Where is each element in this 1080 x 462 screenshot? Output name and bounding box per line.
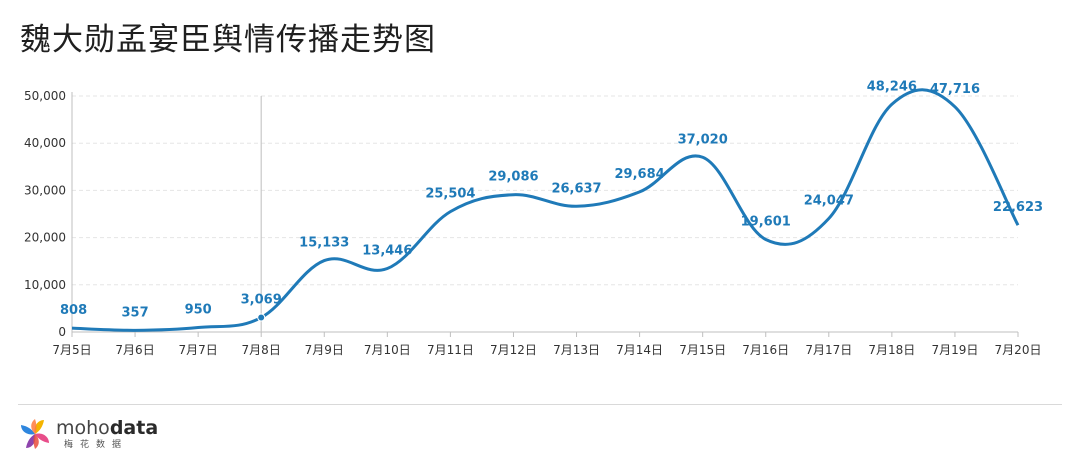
data-label: 48,246 (867, 79, 917, 94)
chart-title: 魏大勋孟宴臣舆情传播走势图 (20, 22, 436, 58)
data-label: 47,716 (930, 82, 980, 97)
x-tick-label: 7月12日 (490, 343, 537, 357)
data-label: 357 (121, 305, 148, 320)
x-tick-label: 7月10日 (364, 343, 411, 357)
footer-divider (18, 404, 1062, 405)
data-labels: 808 357 950 3,069 15,133 13,446 25,504 29,086 26… (60, 79, 1043, 320)
data-point-marker (257, 313, 266, 322)
x-tick-label: 7月6日 (115, 343, 154, 357)
x-tick-label: 7月11日 (427, 343, 474, 357)
x-tick-label: 7月8日 (242, 343, 281, 357)
x-tick-label: 7月13日 (553, 343, 600, 357)
data-label: 37,020 (678, 132, 728, 147)
grid-lines (72, 95, 1018, 286)
y-tick-label: 30,000 (24, 183, 66, 197)
mohodata-logo: mohodata 梅花数据 (18, 416, 158, 452)
logo-wordmark: mohodata (56, 416, 159, 439)
data-label: 950 (185, 303, 212, 318)
x-tick-label: 7月15日 (679, 343, 726, 357)
axes: 0 10,000 20,000 30,000 40,000 50,000 7月5日 7月6日 7… (24, 89, 1041, 357)
y-tick-label: 0 (58, 325, 66, 339)
y-tick-label: 50,000 (24, 89, 66, 103)
data-label: 808 (60, 303, 87, 318)
data-label: 13,446 (362, 244, 412, 259)
x-tick-label: 7月20日 (995, 343, 1042, 357)
x-tick-label: 7月5日 (52, 343, 91, 357)
data-label: 19,601 (741, 214, 791, 229)
data-label: 29,684 (615, 167, 665, 182)
x-tick-label: 7月17日 (805, 343, 852, 357)
x-tick-label: 7月9日 (305, 343, 344, 357)
y-tick-label: 20,000 (24, 231, 66, 245)
x-tick-label: 7月14日 (616, 343, 663, 357)
data-label: 15,133 (299, 236, 349, 251)
series-line-layer (71, 88, 1020, 332)
x-tick-label: 7月19日 (931, 343, 978, 357)
data-label: 25,504 (425, 187, 475, 202)
series-line (71, 88, 1020, 332)
data-label: 26,637 (551, 181, 601, 196)
data-label: 3,069 (241, 293, 282, 308)
pinwheel-logo-icon (21, 419, 49, 449)
data-label: 24,047 (804, 193, 854, 208)
line-chart: 0 10,000 20,000 30,000 40,000 50,000 7月5日 7月6日 7… (24, 79, 1043, 357)
x-tick-label: 7月18日 (868, 343, 915, 357)
y-tick-label: 40,000 (24, 136, 66, 150)
logo-subtitle: 梅花数据 (64, 439, 129, 450)
data-label: 22,623 (993, 200, 1043, 215)
x-tick-label: 7月7日 (178, 343, 217, 357)
x-tick-label: 7月16日 (742, 343, 789, 357)
y-tick-label: 10,000 (24, 278, 66, 292)
data-label: 29,086 (488, 170, 538, 185)
